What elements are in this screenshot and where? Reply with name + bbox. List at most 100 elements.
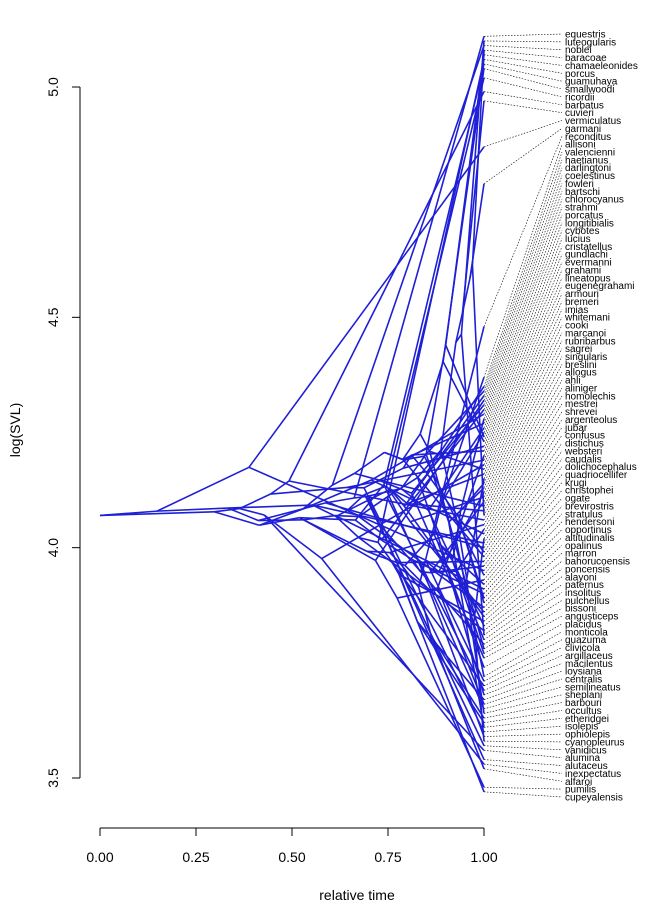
- tip-branch: [363, 494, 485, 747]
- tip-label: inexpectatus: [565, 769, 621, 780]
- tip-label: strahmi: [565, 203, 598, 214]
- tip-label: sheplani: [565, 690, 602, 701]
- tip-label: whitemani: [564, 313, 610, 324]
- tip-label: angusticeps: [565, 612, 618, 623]
- tip-leader-line: [483, 293, 563, 470]
- branch-lines: [99, 36, 485, 793]
- tip-leader-line: [483, 340, 563, 498]
- tip-label: fowleri: [565, 179, 594, 190]
- tip-label: imias: [565, 305, 588, 316]
- tip-leader-line: [483, 68, 563, 90]
- tip-leader-line: [483, 584, 563, 641]
- tip-branch: [358, 536, 485, 632]
- tip-label: longitibialis: [565, 218, 614, 229]
- tip-label: evermanni: [565, 258, 612, 269]
- internal-branch: [385, 485, 411, 523]
- internal-branch: [213, 507, 240, 513]
- tip-label: equestris: [565, 30, 606, 41]
- tip-leader-line: [483, 745, 563, 751]
- tip-branch: [397, 570, 485, 687]
- tip-branch: [374, 399, 485, 561]
- tip-label: chamaeleonides: [565, 61, 638, 72]
- tip-label: ogate: [565, 494, 590, 505]
- internal-branch: [239, 507, 265, 516]
- tip-label: alfaroi: [565, 777, 592, 788]
- tip-branch: [248, 146, 485, 468]
- tip-leader-line: [483, 91, 563, 106]
- tip-leader-line: [483, 768, 563, 782]
- tip-label: rubribarbus: [565, 336, 616, 347]
- tip-branch: [248, 466, 485, 572]
- tip-label: allogus: [565, 368, 597, 379]
- tip-branch: [444, 344, 485, 438]
- internal-branch: [303, 519, 376, 562]
- tip-branch: [403, 505, 485, 618]
- x-tick-label: 0.50: [278, 849, 305, 865]
- tip-leader-line: [483, 411, 563, 539]
- tip-label: barbouri: [565, 698, 602, 709]
- internal-branch: [213, 511, 260, 527]
- tip-label: stratulus: [565, 509, 603, 520]
- tip-label: allisoni: [565, 140, 596, 151]
- tip-label: jubar: [564, 423, 588, 434]
- tip-leader-line: [483, 458, 563, 567]
- tip-branch: [417, 326, 485, 588]
- tip-leader-line: [483, 332, 563, 493]
- tip-leader-line: [483, 246, 563, 442]
- tip-label: occultus: [565, 706, 602, 717]
- tip-leader-line: [483, 607, 563, 654]
- tip-leader-line: [483, 663, 563, 696]
- tip-leader-line: [483, 317, 563, 484]
- internal-branch: [402, 433, 421, 460]
- tip-branch: [335, 514, 485, 590]
- internal-branch: [440, 342, 457, 451]
- tip-leader-line: [483, 647, 563, 687]
- x-tick-label: 0.75: [374, 849, 401, 865]
- tip-leader-line: [483, 151, 563, 387]
- tip-label: ricordii: [565, 92, 594, 103]
- internal-branch: [325, 502, 349, 511]
- tip-leader-line: [483, 466, 563, 571]
- tip-branch: [377, 59, 485, 543]
- tip-leader-line: [483, 490, 563, 585]
- tip-leader-line: [483, 324, 563, 488]
- tip-leader-line: [483, 238, 563, 438]
- tip-leader-line: [483, 497, 563, 590]
- tip-label: homolechis: [565, 391, 616, 402]
- internal-branch: [99, 510, 215, 517]
- x-tick-label: 1.00: [470, 849, 497, 865]
- tip-leader-line: [483, 678, 563, 705]
- tip-label: clivicola: [565, 643, 600, 654]
- tip-label: coelestinus: [565, 171, 615, 182]
- tip-label: breslini: [565, 360, 597, 371]
- internal-branch: [270, 486, 348, 495]
- tip-leader-line: [483, 285, 563, 465]
- internal-branch: [400, 487, 429, 511]
- y-axis: 3.5 4.0 4.5 5.0: [45, 77, 81, 788]
- tip-label: porcatus: [565, 210, 603, 221]
- tip-label: vanidicus: [565, 745, 607, 756]
- tip-label: sagrei: [565, 344, 592, 355]
- tip-label: pumilis: [565, 785, 596, 796]
- tip-label: altitudinalis: [565, 533, 614, 544]
- internal-branch: [227, 507, 259, 522]
- internal-branch: [302, 479, 372, 510]
- internal-branch: [461, 278, 471, 314]
- tip-label: darlingtoni: [565, 163, 611, 174]
- tip-leader-line: [483, 175, 563, 401]
- tip-label: lucius: [565, 234, 591, 245]
- internal-branch: [239, 493, 271, 510]
- tip-label: websteri: [564, 446, 602, 457]
- x-axis-title: relative time: [319, 887, 395, 903]
- tip-branch: [428, 589, 485, 737]
- tip-leader-line: [483, 434, 563, 553]
- tip-leader-line: [483, 222, 563, 428]
- tip-leader-line: [483, 214, 563, 424]
- tip-label: monticola: [565, 627, 608, 638]
- tip-label: krugi: [565, 478, 587, 489]
- internal-branch: [389, 488, 405, 507]
- tip-leader-line: [483, 269, 563, 456]
- y-axis-title: log(SVL): [7, 403, 23, 457]
- x-tick-label: 0.25: [182, 849, 209, 865]
- tip-leader-line: [483, 592, 563, 645]
